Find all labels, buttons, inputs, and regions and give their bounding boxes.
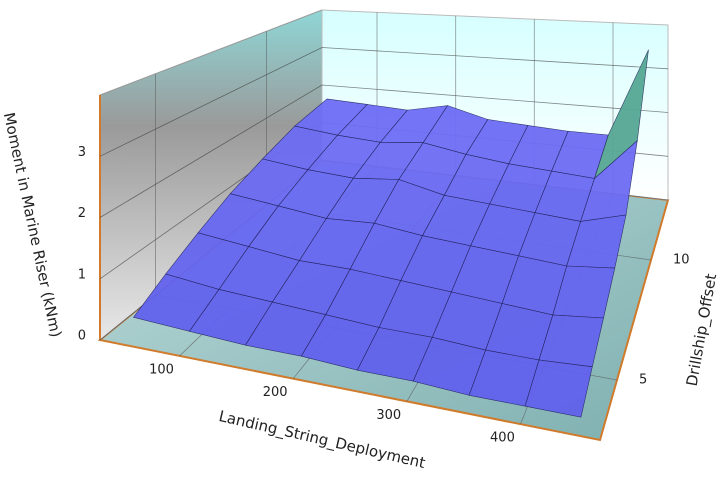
- x-tick-label: 200: [263, 385, 288, 400]
- surface: [132, 49, 649, 418]
- z-tick-label: 0: [78, 329, 86, 344]
- z-axis-title: Moment in Marine Riser (kNm): [0, 111, 65, 339]
- z-grid-line: [99, 47, 669, 157]
- z-grid-line: [99, 84, 669, 218]
- y-axis-title: Drillship_Offset: [683, 272, 721, 387]
- z-tick-label: 2: [78, 206, 86, 221]
- y-tick-label: 5: [639, 373, 647, 388]
- z-tick-label: 3: [78, 145, 86, 160]
- z-tick-label: 1: [78, 267, 86, 282]
- x-tick-label: 100: [149, 362, 174, 377]
- x-tick-label: 400: [490, 431, 515, 446]
- labels: 0 1 2 3 100 200 300 400 5 10: [78, 145, 690, 446]
- y-tick-label: 10: [673, 253, 690, 268]
- x-tick-label: 300: [376, 408, 401, 423]
- surface-cell: [524, 359, 593, 418]
